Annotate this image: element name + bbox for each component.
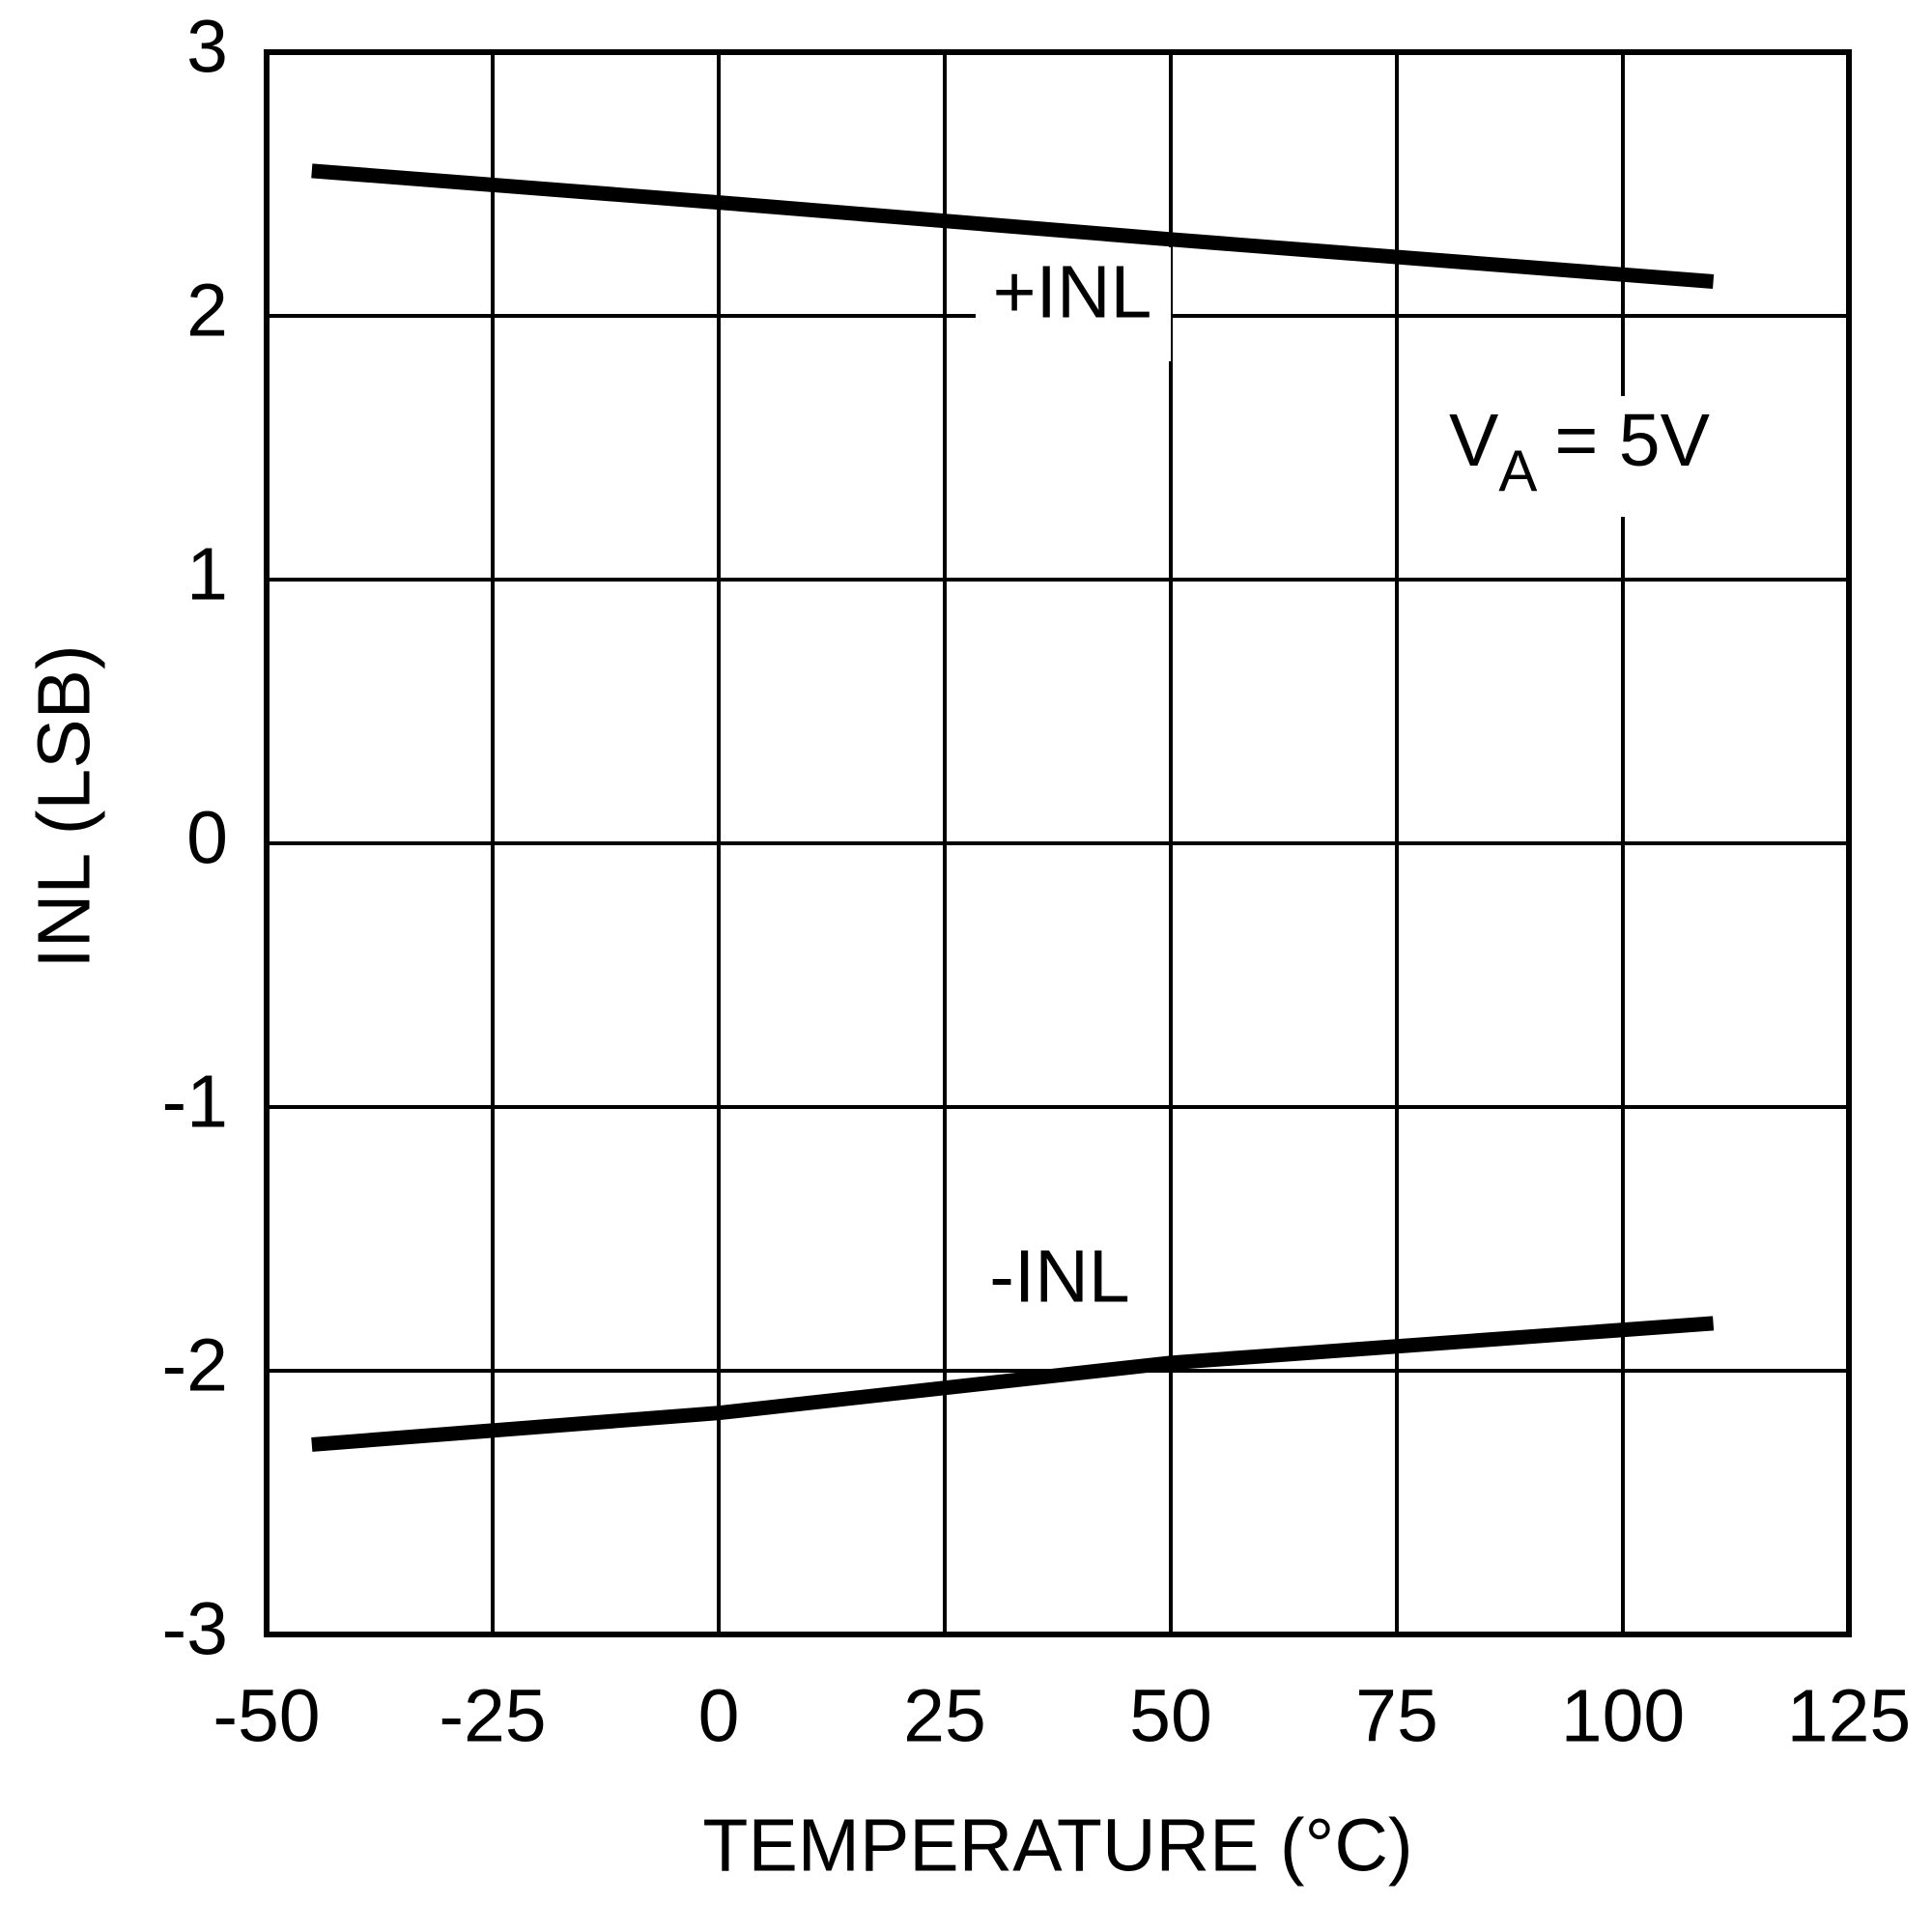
annotation-rest: = 5V (1554, 399, 1710, 482)
x-tick-label: 125 (1787, 1674, 1911, 1757)
x-tick-label: -50 (213, 1674, 320, 1757)
annotation: VA = 5V (1449, 399, 1711, 503)
x-axis-title: TEMPERATURE (°C) (702, 1804, 1412, 1887)
data-line (311, 1316, 1715, 1452)
label-background (1439, 396, 1768, 517)
series-label: +INL (993, 250, 1152, 333)
y-tick-label: -2 (162, 1323, 228, 1406)
data-line (311, 163, 1715, 289)
x-tick-label: 25 (903, 1674, 986, 1757)
y-tick-label: -1 (162, 1060, 228, 1143)
y-tick-label: 3 (186, 5, 228, 88)
label-background (976, 247, 1171, 361)
annotation-main: V (1449, 399, 1499, 482)
y-tick-label: -3 (162, 1587, 228, 1670)
y-tick-label: 1 (186, 532, 228, 615)
annotation-subscript: A (1498, 439, 1537, 503)
x-tick-label: -25 (439, 1674, 546, 1757)
x-tick-label: 100 (1561, 1674, 1685, 1757)
series-label: -INL (989, 1235, 1129, 1318)
y-tick-label: 2 (186, 269, 228, 352)
x-tick-label: 50 (1129, 1674, 1212, 1757)
x-tick-label: 0 (698, 1674, 740, 1757)
y-tick-label: 0 (186, 796, 228, 879)
y-axis-title: INL (LSB) (22, 644, 105, 968)
plot-frame (264, 49, 1852, 1637)
x-tick-label: 75 (1355, 1674, 1438, 1757)
